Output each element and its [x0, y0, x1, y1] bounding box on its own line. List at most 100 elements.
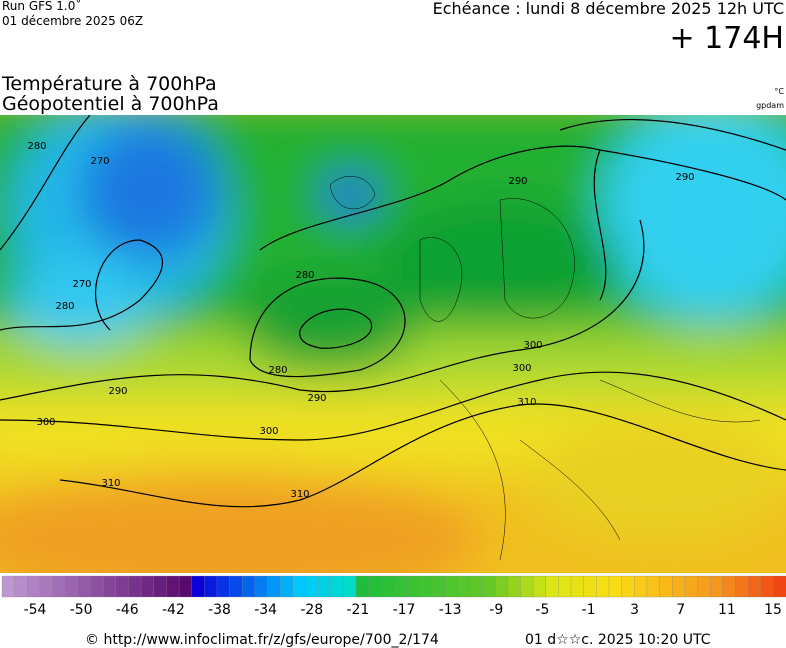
render-time: 01 d☆☆c. 2025 10:20 UTC: [525, 632, 711, 648]
colorbar: -54 -50 -46 -42 -38 -34 -28 -21 -17 -13 -9 -5 -1 3 7 11…: [1, 575, 786, 618]
contour-label: 310: [290, 489, 309, 500]
title-geopotential: Géopotentiel à 700hPa: [2, 93, 219, 115]
color-swatch: [608, 575, 623, 598]
coastlines: [329, 176, 761, 561]
color-swatch: [242, 575, 256, 598]
colorbar-label: -54: [24, 602, 47, 618]
color-swatch: [684, 575, 698, 598]
unit-temperature: °C: [774, 87, 784, 96]
title-temperature: Température à 700hPa: [1, 73, 217, 95]
color-swatch: [39, 575, 54, 598]
color-swatch: [469, 575, 483, 598]
color-swatch: [596, 575, 610, 598]
color-swatch: [103, 575, 117, 598]
contour-label: 270: [90, 156, 109, 167]
color-swatch: [419, 575, 433, 598]
lead-time: + 174H: [670, 21, 785, 56]
color-swatch: [216, 575, 231, 598]
color-swatch: [115, 575, 129, 598]
color-swatch: [128, 575, 142, 598]
color-swatch: [191, 575, 205, 598]
color-swatch: [65, 575, 79, 598]
color-swatch: [482, 575, 496, 598]
colorbar-label: 3: [630, 602, 639, 618]
color-swatch: [672, 575, 686, 598]
colorbar-label: -9: [489, 602, 503, 618]
color-swatch: [52, 575, 66, 598]
color-swatch: [77, 575, 91, 598]
contour-label: 300: [512, 363, 531, 374]
color-swatch: [254, 575, 268, 598]
color-swatch: [166, 575, 180, 598]
color-swatch: [393, 575, 408, 598]
color-swatch: [507, 575, 521, 598]
contour-label: 270: [72, 279, 91, 290]
color-swatch: [90, 575, 104, 598]
contour-label: 280: [268, 365, 287, 376]
color-swatch: [735, 575, 749, 598]
colorbar-label: -13: [439, 602, 462, 618]
color-swatch: [747, 575, 762, 598]
source-url: © http://www.infoclimat.fr/z/gfs/europe/…: [85, 632, 439, 648]
color-swatch: [760, 575, 774, 598]
color-swatch: [14, 575, 28, 598]
color-swatch: [532, 575, 547, 598]
colorbar-label: -42: [162, 602, 185, 618]
colorbar-label: -34: [254, 602, 277, 618]
color-swatch: [431, 575, 446, 598]
contour-label: 290: [307, 393, 326, 404]
color-swatch: [153, 575, 167, 598]
color-swatch: [178, 575, 193, 598]
color-swatch: [570, 575, 585, 598]
colorbar-label: -38: [208, 602, 231, 618]
color-swatch: [292, 575, 306, 598]
contour-label: 280: [55, 301, 74, 312]
unit-geopotential: gpdam: [756, 101, 784, 110]
contour-label: 280: [295, 270, 314, 281]
colorbar-label: -17: [393, 602, 416, 618]
color-swatch: [1, 575, 16, 598]
color-swatch: [583, 575, 597, 598]
color-swatch: [495, 575, 509, 598]
run-date: 01 décembre 2025 06Z: [2, 14, 143, 28]
color-swatch: [368, 575, 382, 598]
color-swatch: [659, 575, 673, 598]
color-swatch: [634, 575, 648, 598]
colorbar-label: 15: [764, 602, 782, 618]
colorbar-label: -28: [300, 602, 323, 618]
color-swatch: [773, 575, 786, 598]
color-swatch: [520, 575, 534, 598]
colorbar-label: -50: [70, 602, 93, 618]
color-swatch: [229, 575, 243, 598]
map-field: [0, 115, 786, 573]
color-swatch: [722, 575, 736, 598]
colorbar-label: -5: [535, 602, 549, 618]
color-swatch: [267, 575, 281, 598]
contour-label: 280: [27, 141, 46, 152]
color-swatch: [558, 575, 572, 598]
color-swatch: [621, 575, 635, 598]
contour-labels: 280 270 270 280 290 300 310 300 310 290 280 280 290 2…: [27, 141, 694, 500]
isohypses: [0, 115, 786, 508]
color-swatch: [646, 575, 660, 598]
color-swatch: [444, 575, 458, 598]
color-swatch: [709, 575, 724, 598]
contour-label: 310: [101, 478, 120, 489]
colorbar-label: -1: [582, 602, 596, 618]
run-label: Run GFS 1.0˚: [2, 0, 81, 13]
colorbar-label: 11: [718, 602, 736, 618]
colorbar-label: -46: [116, 602, 139, 618]
color-swatch: [406, 575, 420, 598]
echeance: Echéance : lundi 8 décembre 2025 12h UTC: [433, 0, 784, 18]
color-swatch: [381, 575, 395, 598]
color-swatch: [204, 575, 218, 598]
colorbar-label: -21: [346, 602, 369, 618]
color-swatch: [545, 575, 559, 598]
color-swatch: [355, 575, 370, 598]
color-swatch: [457, 575, 471, 598]
contour-label: 300: [259, 426, 278, 437]
contour-label: 290: [108, 386, 127, 397]
contour-label: 310: [517, 397, 536, 408]
